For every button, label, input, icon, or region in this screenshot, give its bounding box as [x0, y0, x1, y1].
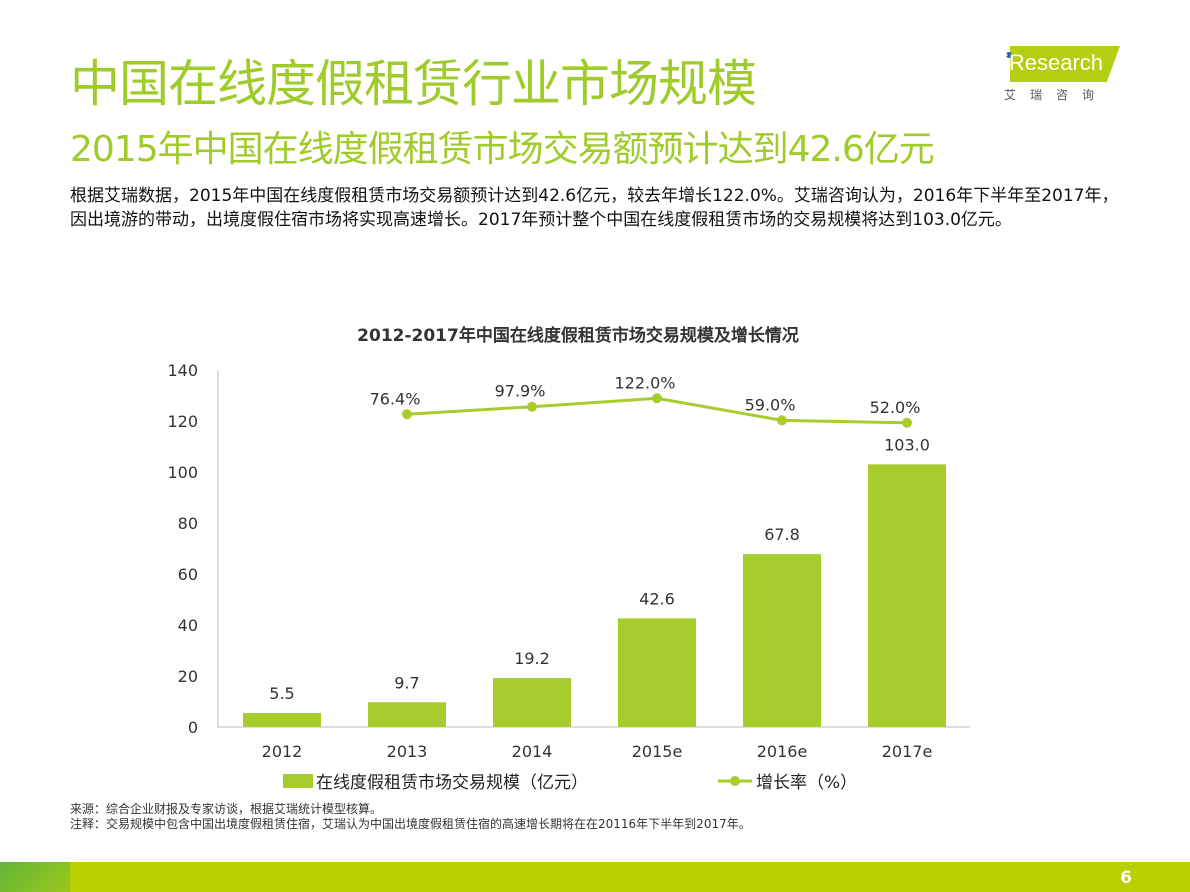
page-subtitle: 2015年中国在线度假租赁市场交易额预计达到42.6亿元: [70, 129, 935, 170]
y-tick-label: 40: [178, 616, 198, 635]
bar-2013: [368, 702, 446, 727]
bar-label: 67.8: [764, 525, 800, 544]
page-title: 中国在线度假租赁行业市场规模: [70, 55, 757, 113]
source-note: 来源：综合企业财报及专家访谈，根据艾瑞统计模型核算。: [70, 802, 383, 816]
growth-point: [652, 393, 662, 404]
x-tick-label: 2017e: [882, 742, 933, 761]
legend-bar-swatch: [283, 774, 313, 788]
growth-label: 97.9%: [495, 382, 546, 401]
y-tick-label: 140: [167, 361, 198, 380]
notes: 来源：综合企业财报及专家访谈，根据艾瑞统计模型核算。 注释：交易规模中包含中国出…: [70, 802, 751, 832]
bar-2017e: [868, 464, 946, 727]
growth-label: 122.0%: [614, 373, 675, 392]
growth-point: [902, 417, 912, 428]
y-tick-label: 120: [167, 412, 198, 431]
logo-cn: 艾瑞咨询: [1004, 88, 1109, 102]
y-tick-label: 0: [188, 718, 198, 737]
description: 根据艾瑞数据，2015年中国在线度假租赁市场交易额预计达到42.6亿元，较去年增…: [70, 186, 1119, 230]
growth-label: 52.0%: [870, 398, 921, 417]
x-tick-label: 2012: [262, 742, 303, 761]
chart-title: 2012-2017年中国在线度假租赁市场交易规模及增长情况: [357, 325, 799, 346]
bar-label: 9.7: [394, 673, 419, 692]
x-tick-label: 2014: [512, 742, 553, 761]
growth-point: [527, 401, 537, 412]
bar-label: 5.5: [269, 684, 294, 703]
growth-label: 76.4%: [370, 389, 421, 408]
x-tick-label: 2016e: [757, 742, 808, 761]
bar-2014: [493, 678, 571, 727]
iresearch-logo: iResearch 艾瑞咨询: [998, 46, 1128, 104]
bar-2015e: [618, 618, 696, 727]
bar-label: 19.2: [514, 649, 550, 668]
x-tick-label: 2015e: [632, 742, 683, 761]
bar-2016e: [743, 554, 821, 727]
chart: 2012-2017年中国在线度假租赁市场交易规模及增长情况 0 20 40 60 80 10…: [167, 325, 970, 793]
y-tick-label: 60: [178, 565, 198, 584]
growth-label: 59.0%: [745, 395, 796, 414]
growth-point: [777, 415, 787, 426]
page-number: 6: [1120, 868, 1132, 888]
legend-bar-label: 在线度假租赁市场交易规模（亿元）: [316, 773, 588, 793]
x-tick-label: 2013: [387, 742, 428, 761]
y-tick-label: 100: [167, 463, 198, 482]
legend-line-label: 增长率（%）: [756, 773, 857, 793]
footnote: 注释：交易规模中包含中国出境度假租赁住宿，艾瑞认为中国出境度假租赁住宿的高速增长…: [70, 817, 751, 831]
legend-line-marker: [730, 776, 740, 786]
growth-point: [402, 409, 412, 420]
y-tick-label: 80: [178, 514, 198, 533]
bar-label: 103.0: [884, 435, 930, 454]
bar-2012: [243, 712, 321, 727]
y-tick-label: 20: [178, 667, 198, 686]
footer-bar: [0, 862, 1190, 892]
logo-brand: iResearch: [1004, 50, 1104, 75]
bar-label: 42.6: [639, 589, 675, 608]
